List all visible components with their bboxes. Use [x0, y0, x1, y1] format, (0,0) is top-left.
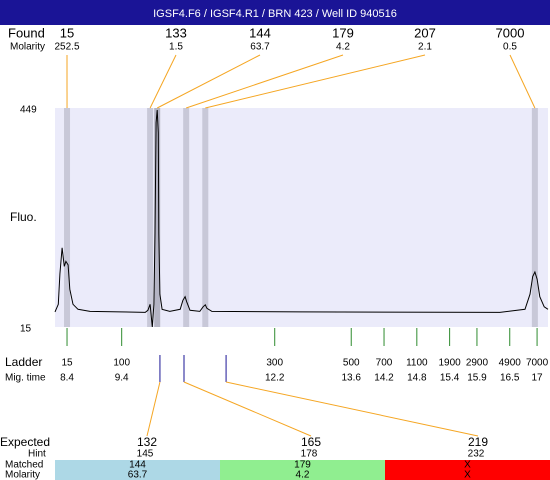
y-axis-label: Fluo. [10, 210, 37, 224]
hint-label: Hint [28, 449, 46, 460]
ladder-size: 300 [266, 358, 283, 369]
found-size: 133 [165, 25, 187, 40]
ladder-label: Ladder [5, 355, 42, 369]
expected-hint: 232 [468, 449, 485, 460]
molarity-label: Molarity [10, 42, 45, 53]
found-molarity: 63.7 [250, 42, 270, 53]
matched-molarity: 63.7 [128, 470, 148, 480]
leader-line [509, 54, 536, 109]
plot-area [55, 108, 548, 327]
found-molarity: 4.2 [336, 42, 350, 53]
found-molarity: 252.5 [54, 42, 79, 53]
leader-line [149, 54, 177, 109]
ladder-size: 1100 [406, 358, 428, 369]
ladder-size: 4900 [499, 358, 522, 369]
ladder-size: 1900 [438, 358, 461, 369]
peak-band [154, 108, 161, 327]
found-molarity: 1.5 [169, 42, 183, 53]
matched-molarity: X [464, 470, 471, 480]
matched-molarity: 4.2 [296, 470, 310, 480]
matched-label: Matched [5, 460, 43, 471]
matched-size: X [464, 460, 471, 471]
expected-hint: 178 [301, 449, 318, 460]
ladder-size: 15 [61, 358, 73, 369]
peak-band [202, 108, 209, 327]
found-size: 7000 [496, 25, 525, 40]
expected-size: 132 [137, 435, 157, 449]
matched-size: 144 [129, 460, 146, 471]
ladder-mig-time: 15.4 [440, 373, 460, 384]
leader-line [156, 54, 261, 109]
ladder-size: 7000 [526, 358, 549, 369]
match-cell [385, 460, 550, 480]
peak-band [64, 108, 71, 327]
found-molarity: 2.1 [418, 42, 432, 53]
expected-size: 219 [468, 435, 488, 449]
leader-line [146, 381, 161, 437]
expected-size: 165 [301, 435, 321, 449]
y-tick-label: 449 [20, 105, 37, 116]
ladder-mig-time: 9.4 [115, 373, 129, 384]
header-bar [0, 0, 550, 25]
peak-band [531, 108, 538, 327]
trace [54, 109, 549, 328]
found-size: 144 [249, 25, 271, 40]
molarity-row-label: Molarity [5, 470, 40, 480]
found-size: 207 [414, 25, 436, 40]
y-tick-label: 15 [20, 324, 32, 335]
ladder-mig-time: 12.2 [265, 373, 285, 384]
ladder-mig-time: 8.4 [60, 373, 74, 384]
leader-line [225, 381, 479, 437]
leader-line [183, 381, 312, 437]
matched-size: 179 [294, 460, 311, 471]
ladder-mig-time: 15.9 [467, 373, 487, 384]
leader-line [186, 54, 344, 109]
ladder-mig-time: 14.2 [374, 373, 394, 384]
found-molarity: 0.5 [503, 42, 517, 53]
header-title: IGSF4.F6 / IGSF4.R1 / BRN 423 / Well ID … [153, 8, 397, 20]
expected-label: Expected [0, 435, 50, 449]
peak-band [183, 108, 190, 327]
ladder-size: 2900 [466, 358, 489, 369]
peak-band [147, 108, 154, 327]
match-cell [220, 460, 385, 480]
ladder-mig-time: 17 [532, 373, 544, 384]
leader-line [205, 54, 426, 109]
found-size: 179 [332, 25, 354, 40]
found-size: 15 [60, 25, 74, 40]
ladder-mig-time: 16.5 [500, 373, 520, 384]
expected-hint: 145 [137, 449, 154, 460]
ladder-size: 700 [376, 358, 393, 369]
ladder-size: 100 [113, 358, 130, 369]
found-label: Found [8, 25, 45, 40]
ladder-mig-time: 14.8 [407, 373, 427, 384]
ladder-size: 500 [343, 358, 360, 369]
match-cell [55, 460, 220, 480]
ladder-mig-time: 13.6 [342, 373, 362, 384]
mig-time-label: Mig. time [5, 373, 46, 384]
